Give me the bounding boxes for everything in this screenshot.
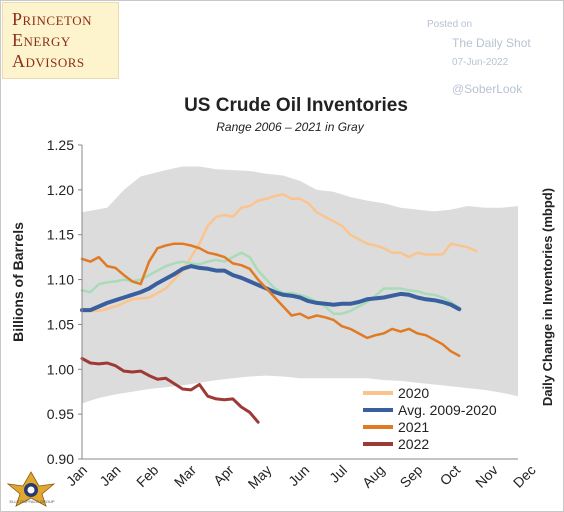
y-tick-label: 1.00 [47, 361, 74, 377]
x-tick-label: Jan [96, 462, 123, 489]
y-tick-label: 0.90 [47, 451, 74, 467]
chart-title: US Crude Oil Inventories [184, 95, 408, 116]
badge-text: ELLE DUFFALO GROUP [9, 499, 55, 504]
series-line-0 [80, 193, 478, 313]
series-line-3 [80, 242, 461, 358]
series-line-2 [80, 264, 462, 313]
series-line-4 [80, 357, 260, 424]
y-tick-label: 1.25 [47, 137, 74, 153]
princeton-energy-logo: Princeton Energy Advisors [2, 2, 119, 79]
legend-label: Avg. 2009-2020 [398, 402, 497, 418]
posted-source: The Daily Shot [452, 36, 531, 50]
legend-label: 2020 [398, 385, 429, 401]
posted-date: 07-Jun-2022 [452, 57, 509, 68]
logo-line-3: Advisors [12, 51, 85, 71]
y-tick-label: 1.15 [47, 227, 74, 243]
x-tick-label: Apr [210, 462, 237, 489]
y-tick-label: 1.05 [47, 316, 74, 332]
x-tick-label: Nov [472, 462, 501, 491]
logo-line-1: Princeton [12, 9, 92, 29]
x-tick-label: Oct [437, 462, 464, 489]
x-tick-label: Dec [510, 462, 539, 491]
y-axis-label-right: Daily Change in Inventories (mbpd) [540, 188, 555, 406]
plot-area [80, 166, 518, 424]
y-tick-label: 0.95 [47, 406, 74, 422]
x-tick-label: Feb [133, 462, 162, 491]
range-band [82, 166, 518, 404]
x-tick-label: Mar [171, 462, 200, 491]
y-tick-label: 1.10 [47, 272, 74, 288]
y-tick-label: 1.20 [47, 182, 74, 198]
legend-label: 2022 [398, 436, 429, 452]
x-tick-label: Aug [359, 462, 388, 491]
y-axis-label: Billions of Barrels [10, 222, 26, 342]
social-handle: @SoberLook [452, 82, 523, 96]
logo-line-2: Energy [12, 30, 71, 50]
x-tick-label: May [245, 462, 275, 492]
chart-subtitle: Range 2006 – 2021 in Gray [216, 120, 364, 134]
posted-label: Posted on [427, 19, 473, 30]
x-tick-label: Sep [397, 462, 426, 491]
buffalo-badge-icon [6, 471, 56, 507]
x-tick-label: Jun [285, 462, 312, 489]
x-tick-label: Jul [326, 462, 350, 486]
legend-label: 2021 [398, 419, 429, 435]
series-line-1 [80, 251, 461, 315]
posted-watermark: Posted on The Daily Shot 07-Jun-2022 [427, 19, 557, 68]
